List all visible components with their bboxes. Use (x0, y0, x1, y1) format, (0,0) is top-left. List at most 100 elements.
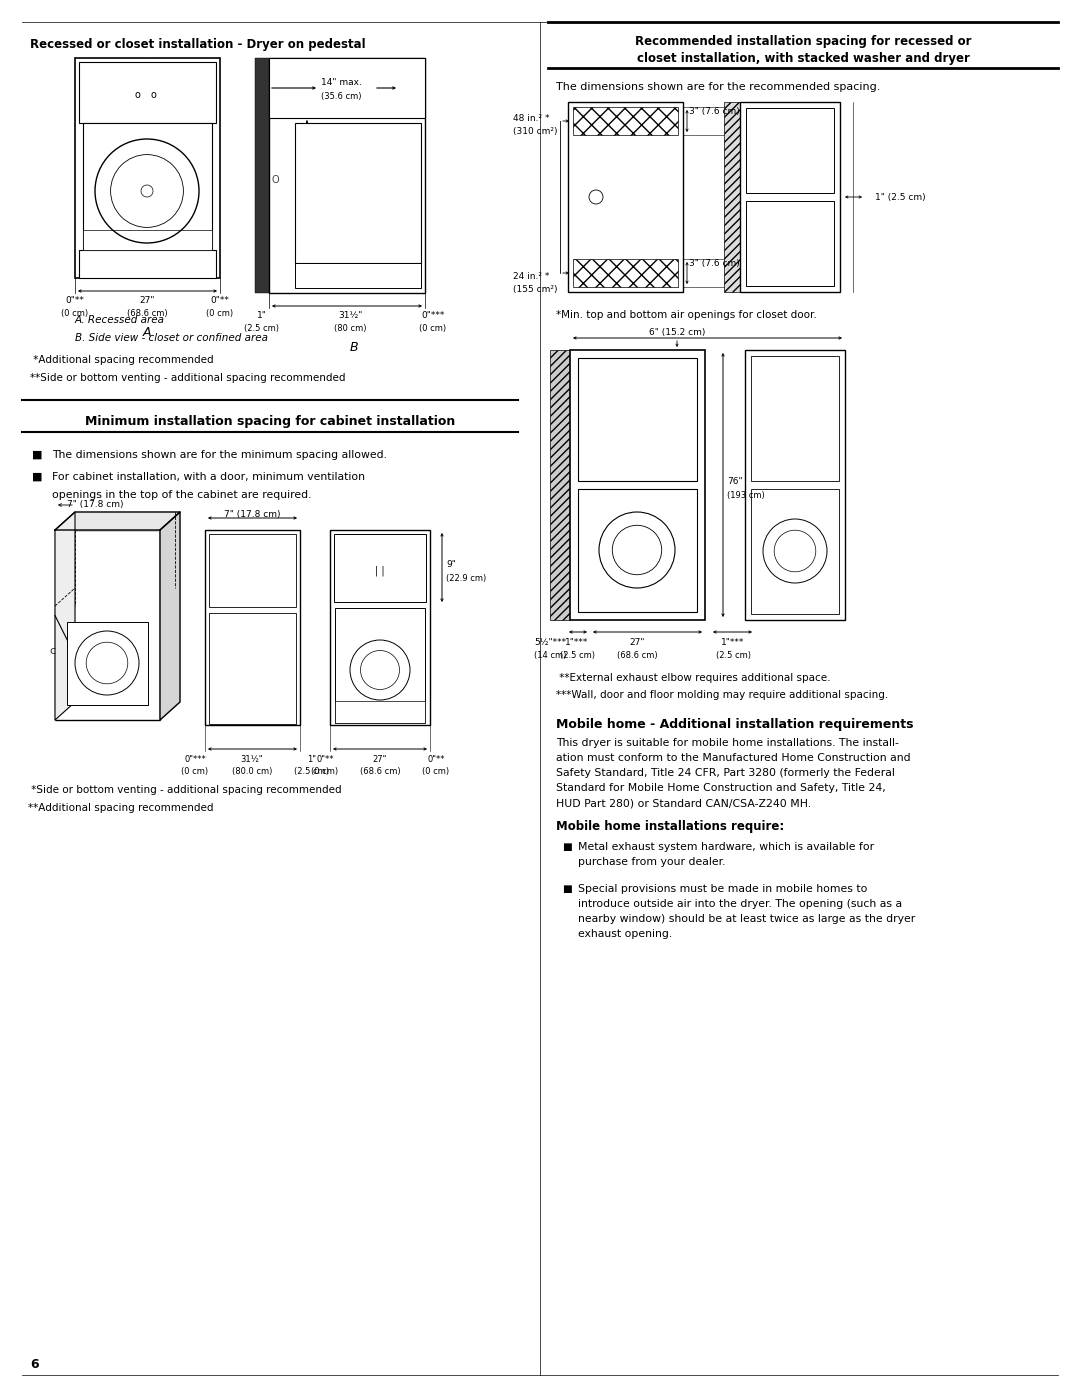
Text: (68.6 cm): (68.6 cm) (617, 651, 658, 659)
Text: 18" min.: 18" min. (311, 133, 350, 142)
Text: (193 cm): (193 cm) (727, 490, 765, 500)
Text: 0"***: 0"*** (184, 754, 206, 764)
Bar (210, 613, 296, 724)
Text: 0"**: 0"** (316, 754, 334, 764)
Text: 14" max.: 14" max. (321, 78, 362, 87)
Text: ■: ■ (562, 884, 571, 894)
Text: 1"***: 1"*** (565, 638, 589, 647)
Text: **Additional spacing recommended: **Additional spacing recommended (28, 803, 214, 813)
Text: c: c (49, 645, 55, 655)
Bar (330, 529, 430, 725)
Text: purchase from your dealer.: purchase from your dealer. (578, 856, 726, 868)
Text: 0"***: 0"*** (421, 312, 445, 320)
Text: nearby window) should be at least twice as large as the dryer: nearby window) should be at least twice … (578, 914, 915, 923)
Text: 27": 27" (630, 638, 645, 647)
Text: (35.6 cm): (35.6 cm) (321, 92, 362, 101)
Bar (724, 102, 740, 292)
Text: 7" (17.8 cm): 7" (17.8 cm) (224, 510, 280, 520)
Text: ■: ■ (32, 450, 42, 460)
Bar (255, 59, 269, 293)
Bar (746, 108, 834, 193)
Text: (68.6 cm): (68.6 cm) (360, 767, 401, 775)
Text: 3" (7.6 cm): 3" (7.6 cm) (689, 108, 740, 116)
Bar (269, 59, 426, 293)
Text: 24 in.² *: 24 in.² * (513, 272, 550, 281)
Bar (570, 351, 705, 620)
Text: (0 cm): (0 cm) (181, 767, 208, 775)
Bar (75, 59, 220, 278)
Text: ■: ■ (32, 472, 42, 482)
Text: 1" (2.5 cm): 1" (2.5 cm) (875, 193, 926, 203)
Text: (0 cm): (0 cm) (311, 767, 338, 775)
Text: (155 cm²): (155 cm²) (513, 285, 557, 293)
Text: The dimensions shown are for the minimum spacing allowed.: The dimensions shown are for the minimum… (52, 450, 387, 460)
Text: 0"**: 0"** (66, 296, 84, 305)
Text: 0"**: 0"** (428, 754, 445, 764)
Text: introduce outside air into the dryer. The opening (such as a: introduce outside air into the dryer. Th… (578, 900, 902, 909)
Text: Standard for Mobile Home Construction and Safety, Title 24,: Standard for Mobile Home Construction an… (556, 782, 886, 793)
Bar (573, 108, 678, 136)
Bar (205, 529, 300, 725)
Text: *Additional spacing recommended: *Additional spacing recommended (30, 355, 214, 365)
Text: (0 cm): (0 cm) (206, 309, 233, 319)
Text: 31½": 31½" (338, 312, 362, 320)
Text: A. Recessed area: A. Recessed area (75, 314, 165, 326)
Text: 48 in.² *: 48 in.² * (513, 115, 550, 123)
Text: Recommended installation spacing for recessed or: Recommended installation spacing for rec… (635, 35, 971, 47)
Text: 1": 1" (308, 754, 316, 764)
Text: (0 cm): (0 cm) (419, 324, 446, 332)
Text: o: o (134, 89, 140, 101)
Bar (746, 201, 834, 286)
Text: (2.5 cm): (2.5 cm) (559, 651, 594, 659)
Bar (55, 529, 160, 719)
Text: *Side or bottom venting - additional spacing recommended: *Side or bottom venting - additional spa… (28, 785, 341, 795)
Text: 5½"***: 5½"*** (534, 638, 566, 647)
Bar (335, 701, 426, 724)
Text: | |: | | (375, 566, 384, 577)
Text: Special provisions must be made in mobile homes to: Special provisions must be made in mobil… (578, 884, 867, 894)
Text: 0"**: 0"** (211, 296, 229, 305)
Text: o: o (150, 89, 156, 101)
Text: Metal exhaust system hardware, which is available for: Metal exhaust system hardware, which is … (578, 842, 874, 852)
Bar (334, 534, 426, 602)
Text: 31½": 31½" (241, 754, 264, 764)
Bar (79, 250, 216, 278)
Text: exhaust opening.: exhaust opening. (578, 929, 672, 939)
Bar (67, 622, 148, 705)
Text: 27": 27" (373, 754, 388, 764)
Polygon shape (160, 511, 180, 719)
Bar (269, 59, 426, 117)
Bar (740, 102, 840, 292)
Text: ■: ■ (562, 842, 571, 852)
Text: **Side or bottom venting - additional spacing recommended: **Side or bottom venting - additional sp… (30, 373, 346, 383)
Bar (295, 123, 421, 263)
Text: (0 cm): (0 cm) (422, 767, 449, 775)
Text: 7" (17.8 cm): 7" (17.8 cm) (67, 500, 123, 509)
Text: (68.6 cm): (68.6 cm) (126, 309, 167, 319)
Text: **External exhaust elbow requires additional space.: **External exhaust elbow requires additi… (556, 673, 831, 683)
Bar (550, 351, 570, 620)
Text: Safety Standard, Title 24 CFR, Part 3280 (formerly the Federal: Safety Standard, Title 24 CFR, Part 3280… (556, 768, 895, 778)
Text: Mobile home installations require:: Mobile home installations require: (556, 820, 784, 833)
Bar (578, 489, 697, 612)
Text: closet installation, with stacked washer and dryer: closet installation, with stacked washer… (636, 52, 970, 66)
Text: (80.0 cm): (80.0 cm) (232, 767, 272, 775)
Bar (79, 61, 216, 123)
Text: 76": 76" (727, 476, 743, 486)
Bar (573, 258, 678, 286)
Text: openings in the top of the cabinet are required.: openings in the top of the cabinet are r… (52, 490, 311, 500)
Text: (2.5 cm): (2.5 cm) (295, 767, 329, 775)
Text: 6: 6 (30, 1358, 39, 1370)
Bar (83, 231, 212, 250)
Text: A: A (143, 326, 151, 339)
Text: The dimensions shown are for the recommended spacing.: The dimensions shown are for the recomme… (556, 82, 880, 92)
Bar (335, 608, 426, 724)
Text: Recessed or closet installation - Dryer on pedestal: Recessed or closet installation - Dryer … (30, 38, 366, 52)
Text: 1"***: 1"*** (721, 638, 745, 647)
Text: Mobile home - Additional installation requirements: Mobile home - Additional installation re… (556, 718, 914, 731)
Text: (310 cm²): (310 cm²) (513, 127, 557, 136)
Bar (295, 263, 421, 288)
Text: ***Wall, door and floor molding may require additional spacing.: ***Wall, door and floor molding may requ… (556, 690, 888, 700)
Text: (2.5 cm): (2.5 cm) (244, 324, 280, 332)
Text: O: O (271, 175, 279, 184)
